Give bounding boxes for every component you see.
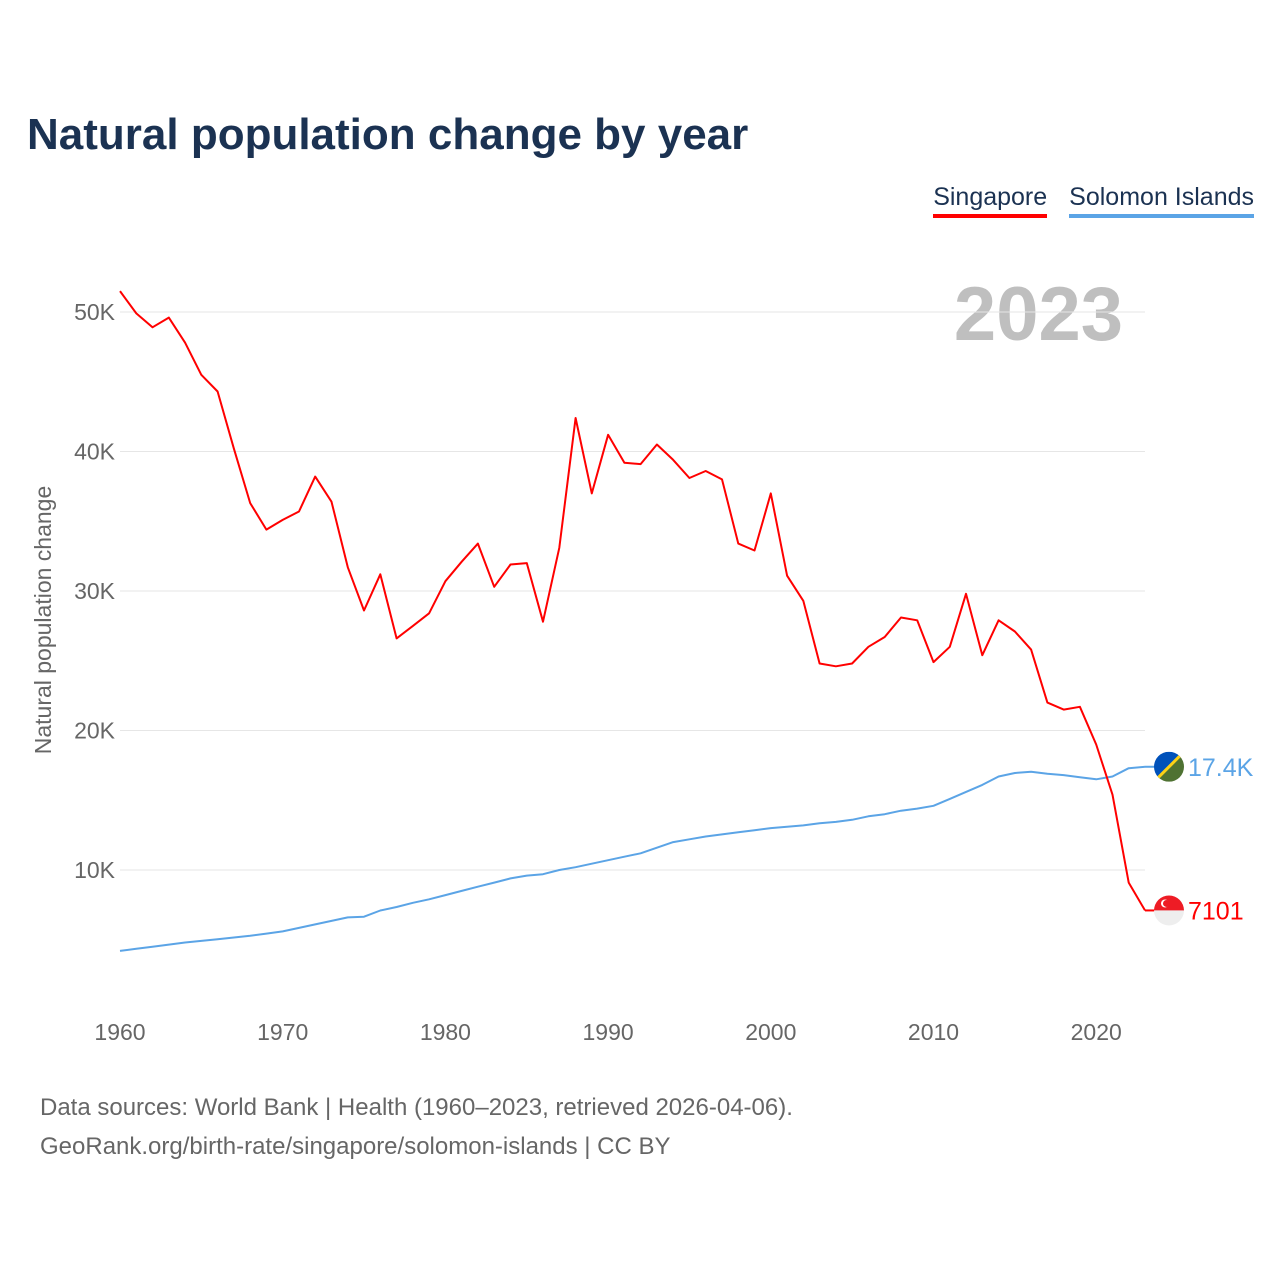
footer: Data sources: World Bank | Health (1960–… [40,1088,793,1166]
x-tick-label: 1960 [94,1019,145,1045]
x-tick-label: 1980 [420,1019,471,1045]
footer-link[interactable]: GeoRank.org/birth-rate/singapore/solomon… [40,1133,671,1160]
flag-singapore-icon [1154,895,1184,926]
flag-solomon-islands-icon [1154,751,1184,782]
legend-singapore[interactable]: Singapore [933,183,1048,218]
series-line-singapore [119,290,1146,911]
series-line-solomon-islands [119,765,1146,952]
x-tick-label: 2020 [1071,1019,1122,1045]
x-tick-label: 2000 [745,1019,796,1045]
y-tick-label: 40K [74,439,116,465]
y-tick-label: 50K [74,299,116,325]
x-tick-label: 2010 [908,1019,959,1045]
y-tick-label: 10K [74,857,116,883]
year-watermark: 2023 [954,272,1123,357]
y-tick-label: 30K [74,578,116,604]
y-axis-label: Natural population change [30,486,56,755]
footer-sources: Data sources: World Bank | Health (1960–… [40,1094,793,1121]
end-label-singapore: 7101 [1188,897,1244,925]
x-tick-label: 1990 [583,1019,634,1045]
legend-solomon-islands[interactable]: Solomon Islands [1069,183,1254,218]
x-tick-label: 1970 [257,1019,308,1045]
chart-title: Natural population change by year [27,110,749,159]
y-tick-label: 20K [74,718,116,744]
legend: Singapore Solomon Islands [933,183,1254,218]
end-label-solomon-islands: 17.4K [1188,754,1254,782]
